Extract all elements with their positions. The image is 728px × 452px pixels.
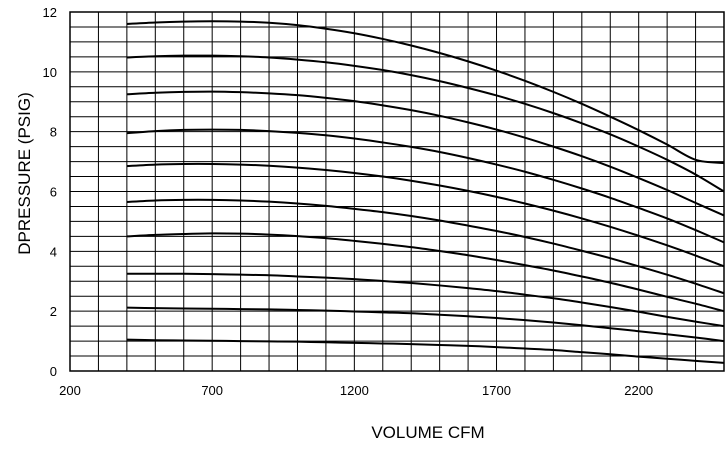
y-tick-label: 10 bbox=[43, 65, 57, 80]
y-tick-label: 0 bbox=[50, 364, 57, 379]
x-tick-labels: 200 700 1200 1700 2200 bbox=[59, 383, 653, 398]
series-line-4 bbox=[126, 232, 725, 313]
series-lines bbox=[126, 20, 725, 364]
x-tick-label: 700 bbox=[201, 383, 223, 398]
x-axis-title: VOLUME CFM bbox=[371, 423, 484, 442]
series-line-7 bbox=[126, 128, 725, 244]
x-tick-label: 2200 bbox=[624, 383, 653, 398]
y-tick-label: 4 bbox=[50, 244, 57, 259]
series-line-10 bbox=[126, 20, 725, 165]
y-tick-label: 2 bbox=[50, 304, 57, 319]
y-tick-label: 8 bbox=[50, 125, 57, 140]
series-line-5 bbox=[126, 198, 725, 295]
y-tick-labels: 0 2 4 6 8 10 12 bbox=[43, 5, 57, 379]
x-tick-label: 1200 bbox=[340, 383, 369, 398]
series-line-6 bbox=[126, 162, 725, 268]
plot-frame bbox=[69, 11, 725, 372]
y-axis-title: DPRESSURE (PSIG) bbox=[15, 92, 34, 254]
series-line-2 bbox=[126, 306, 725, 343]
x-tick-label: 200 bbox=[59, 383, 81, 398]
series-line-1 bbox=[126, 338, 725, 364]
series-line-9 bbox=[126, 54, 725, 193]
series-line-3 bbox=[126, 272, 725, 328]
y-tick-label: 6 bbox=[50, 185, 57, 200]
series-line-8 bbox=[126, 90, 725, 217]
y-tick-label: 12 bbox=[43, 5, 57, 20]
x-tick-label: 1700 bbox=[482, 383, 511, 398]
grid bbox=[70, 12, 724, 371]
